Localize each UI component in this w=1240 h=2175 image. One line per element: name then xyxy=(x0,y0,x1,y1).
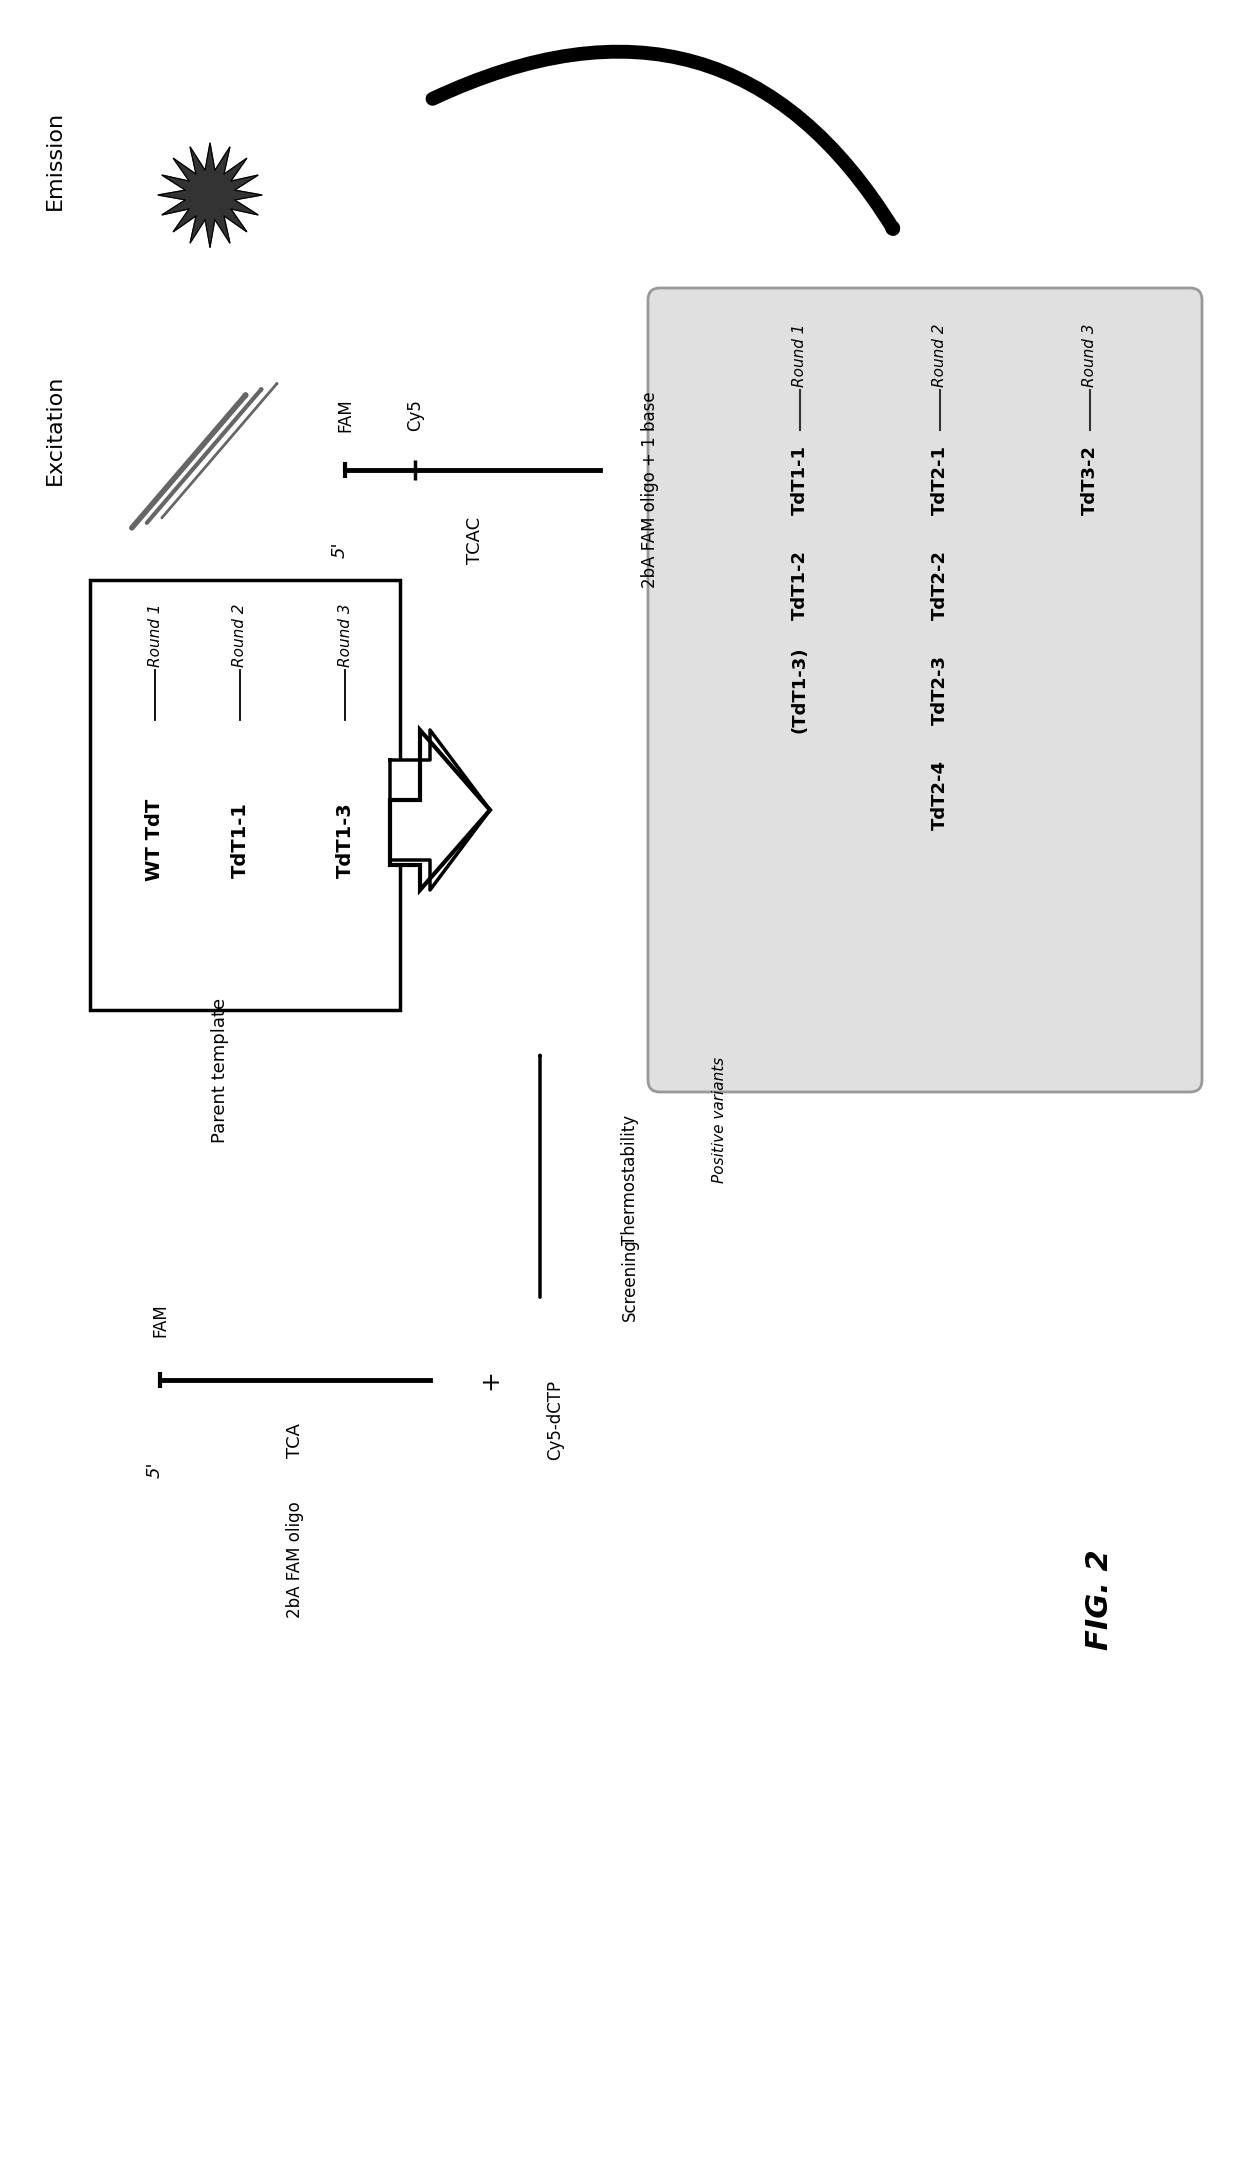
Text: TdT2-1: TdT2-1 xyxy=(931,446,949,515)
Polygon shape xyxy=(157,144,262,248)
Text: TdT2-2: TdT2-2 xyxy=(931,550,949,620)
Text: (TdT1-3): (TdT1-3) xyxy=(791,646,808,733)
Text: Round 2: Round 2 xyxy=(233,602,248,668)
Text: TdT2-3: TdT2-3 xyxy=(931,655,949,724)
Text: Cy5-dCTP: Cy5-dCTP xyxy=(546,1379,564,1459)
Text: TdT1-3: TdT1-3 xyxy=(336,803,355,879)
Text: TdT1-2: TdT1-2 xyxy=(791,550,808,620)
Text: TdT2-4: TdT2-4 xyxy=(931,759,949,831)
Text: FIG. 2: FIG. 2 xyxy=(1085,1549,1115,1651)
Text: Round 1: Round 1 xyxy=(792,324,807,387)
Text: Round 1: Round 1 xyxy=(148,602,162,668)
Text: Emission: Emission xyxy=(45,111,64,209)
Text: Positive variants: Positive variants xyxy=(713,1057,728,1183)
Text: 2bA FAM oligo: 2bA FAM oligo xyxy=(286,1501,304,1618)
Text: Screening: Screening xyxy=(621,1238,639,1322)
Text: FAM: FAM xyxy=(151,1303,169,1338)
Text: Cy5: Cy5 xyxy=(405,398,424,431)
Text: TCAC: TCAC xyxy=(466,515,484,563)
Text: TdT3-2: TdT3-2 xyxy=(1081,446,1099,515)
Text: TCA: TCA xyxy=(286,1422,304,1457)
Polygon shape xyxy=(391,731,490,890)
Text: Round 3: Round 3 xyxy=(1083,324,1097,387)
Polygon shape xyxy=(391,731,490,890)
Text: TdT1-1: TdT1-1 xyxy=(791,446,808,515)
FancyArrowPatch shape xyxy=(146,389,262,522)
Text: Excitation: Excitation xyxy=(45,374,64,485)
Text: Thermostability: Thermostability xyxy=(621,1116,639,1244)
FancyArrowPatch shape xyxy=(433,52,893,228)
Text: 5': 5' xyxy=(331,542,348,559)
Text: TdT1-1: TdT1-1 xyxy=(231,803,249,879)
Text: WT TdT: WT TdT xyxy=(145,798,165,881)
FancyArrowPatch shape xyxy=(131,396,246,529)
Text: Round 2: Round 2 xyxy=(932,324,947,387)
Text: 5': 5' xyxy=(146,1462,164,1479)
FancyBboxPatch shape xyxy=(91,581,401,1009)
Text: +: + xyxy=(477,1370,502,1390)
Text: FAM: FAM xyxy=(336,398,353,433)
Text: 2bA FAM oligo + 1 base: 2bA FAM oligo + 1 base xyxy=(641,392,658,587)
FancyArrowPatch shape xyxy=(161,383,277,518)
Text: Parent template: Parent template xyxy=(211,998,229,1142)
Text: Round 3: Round 3 xyxy=(337,602,352,668)
FancyBboxPatch shape xyxy=(649,287,1202,1092)
